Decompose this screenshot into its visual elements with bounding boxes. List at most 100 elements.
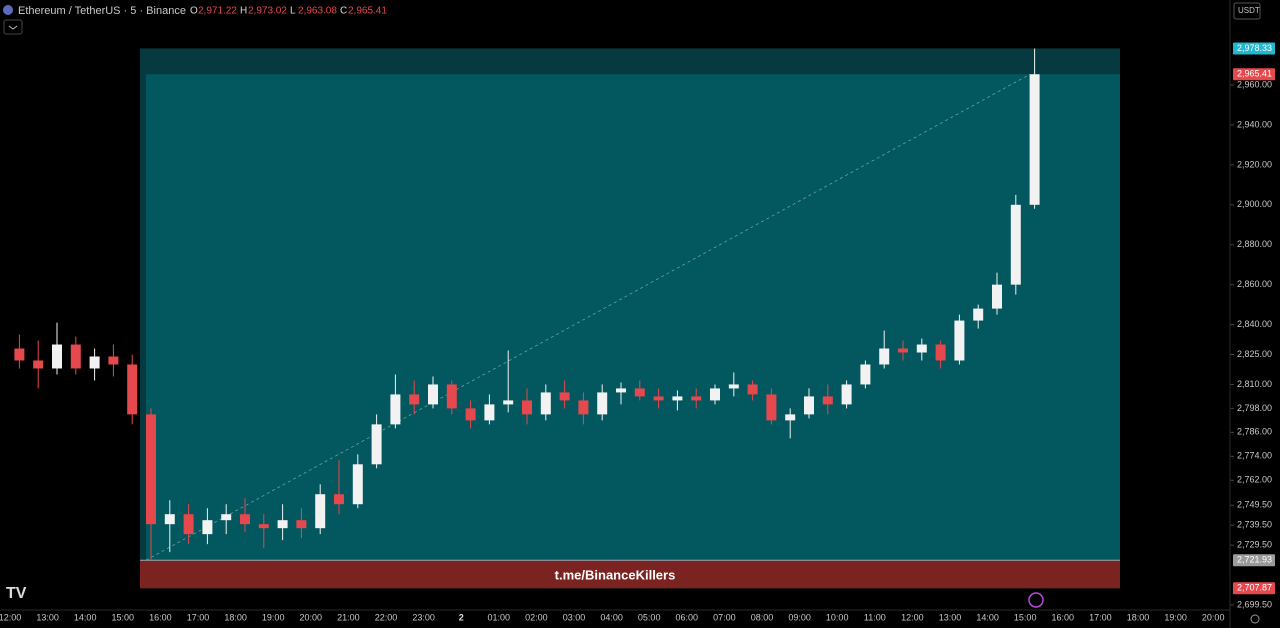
candle-body [89,356,100,369]
price-badge [1233,42,1275,55]
candle-body [597,392,608,415]
x-tick-label: 19:00 [262,612,285,622]
x-tick-label: 04:00 [600,612,623,622]
y-tick-label: 2,825.00 [1237,349,1272,359]
ohlc-value: 2,963.08 [298,6,337,17]
y-tick-label: 2,739.50 [1237,520,1272,530]
x-tick-label: 08:00 [751,612,774,622]
candle-body [992,284,1002,309]
alert-icon[interactable] [1028,592,1044,608]
x-tick-label: 01:00 [488,612,511,622]
candle-body [334,494,344,505]
candle-body [164,514,175,525]
ohlc-value: 2,965.41 [348,6,387,17]
y-tick-label: 2,762.00 [1237,475,1272,485]
x-tick-label: 16:00 [149,612,172,622]
y-tick-label: 2,729.50 [1237,540,1272,550]
x-tick-label: 14:00 [74,612,97,622]
y-tick-label: 2,940.00 [1237,119,1272,129]
candle-body [634,388,645,397]
x-tick-label: 12:00 [901,612,924,622]
x-tick-label: 10:00 [826,612,849,622]
ohlc-header: O 2,971.22 H 2,973.02 L 2,963.08 C 2,965.41 [190,6,387,17]
position-tool: t.me/BinanceKillers [140,48,1120,589]
candle-body [296,520,307,529]
x-tick-label: 06:00 [676,612,699,622]
x-tick-label: 15:00 [1014,612,1037,622]
candle-body [202,520,213,535]
price-badge-label: 2,707.87 [1237,583,1272,593]
axes: 2,960.00 2,940.00 2,920.00 2,900.00 2,880.00… [0,42,1275,622]
candle-body [973,308,984,321]
symbol-title: Ethereum / TetherUS · 5 · Binance [18,5,186,17]
candle-body [52,344,62,369]
ohlc-value: 2,971.22 [198,6,237,17]
x-tick-label: 13:00 [939,612,962,622]
candle-body [127,364,138,415]
y-tick-label: 2,840.00 [1237,319,1272,329]
candle-body [841,384,852,405]
candle-body [710,388,720,401]
x-tick-label: 19:00 [1164,612,1187,622]
x-tick-label: 20:00 [1202,612,1225,622]
x-tick-label: 14:00 [976,612,999,622]
candle-body [409,394,420,405]
price-badge-label: 2,965.41 [1237,69,1272,79]
collapse-button[interactable] [3,19,23,35]
candle-body [108,356,119,365]
candle-body [428,384,438,405]
y-tick-label: 2,860.00 [1237,279,1272,289]
x-tick-label: 17:00 [187,612,210,622]
ohlc-value: 2,973.02 [248,6,287,17]
candle-body [766,394,777,421]
candle-body [390,394,401,425]
candle-body [879,348,890,365]
candle-body [503,400,514,405]
logo: TV [6,585,27,602]
candle-body [1010,204,1021,285]
candle-body [484,404,495,421]
x-tick-label: 02:00 [525,612,548,622]
currency-label: USDT [1238,6,1260,15]
candle-body [653,396,664,401]
target-zone [146,74,1120,561]
candle-body [315,494,326,529]
x-tick-label: 11:00 [864,612,886,622]
candle-body [747,384,758,395]
y-tick-label: 2,880.00 [1237,239,1272,249]
x-tick-label: 13:00 [36,612,59,622]
candle-body [352,464,363,505]
candle-body [446,384,457,409]
candle-body [522,400,532,415]
candle-body [916,344,927,353]
currency-button[interactable] [1233,2,1261,20]
symbol-icon [3,5,13,15]
x-tick-label: 16:00 [1052,612,1075,622]
ohlc-key: H [240,6,247,17]
watermark: t.me/BinanceKillers [555,568,676,583]
candle-body [183,514,194,535]
x-tick-label: 20:00 [300,612,323,622]
x-tick-label: 18:00 [224,612,247,622]
candle-body [616,388,626,393]
x-tick-label: 2 [459,612,464,622]
x-tick-label: 23:00 [412,612,435,622]
candle-body [691,396,702,401]
candle-body [804,396,814,415]
x-tick-label: 12:00 [0,612,21,622]
y-tick-label: 2,960.00 [1237,79,1272,89]
x-tick-label: 22:00 [375,612,398,622]
y-tick-label: 2,920.00 [1237,159,1272,169]
candle-body [935,344,946,361]
x-tick-label: 03:00 [563,612,586,622]
y-tick-label: 2,699.50 [1237,599,1272,609]
candle-body [672,396,683,401]
candle-body [258,524,269,529]
settings-icon[interactable] [1250,614,1260,624]
candle-body [14,348,25,361]
price-badge [1233,582,1275,595]
stop-zone [140,560,1120,589]
price-badge [1233,68,1275,81]
